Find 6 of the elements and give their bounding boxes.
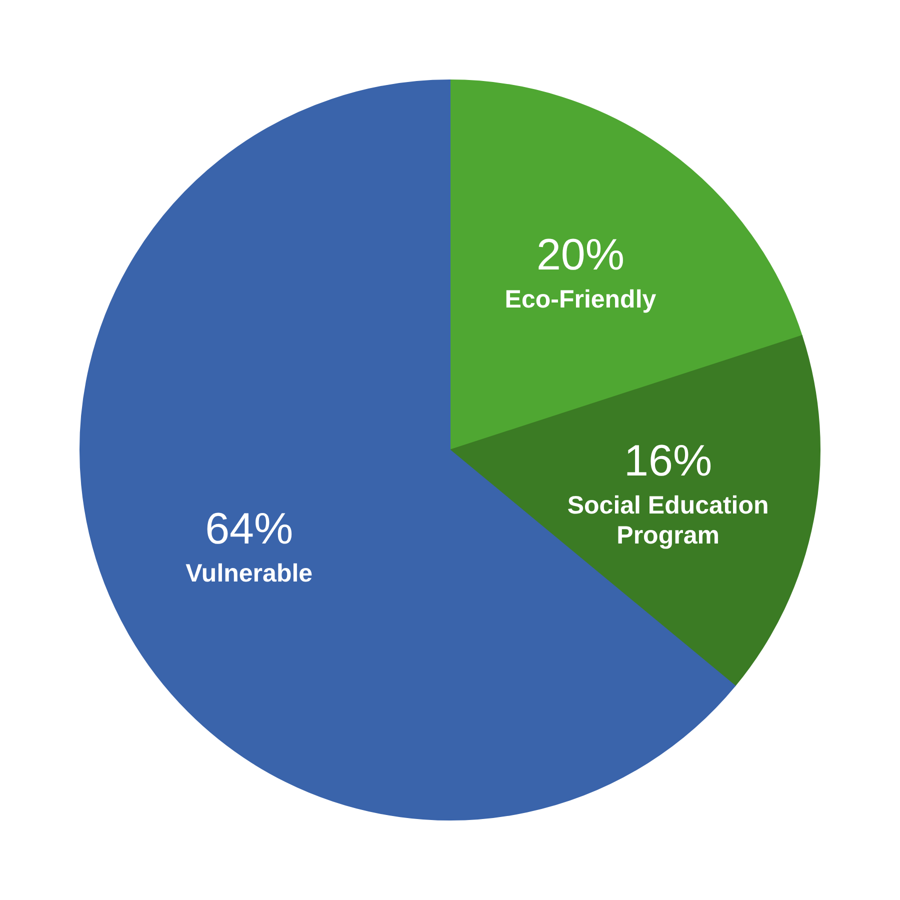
data-label: 16% bbox=[624, 436, 712, 486]
slice-label: Social Education Program bbox=[567, 492, 769, 550]
data-label: 20% bbox=[536, 230, 625, 280]
slice-label: Vulnerable bbox=[186, 560, 313, 588]
data-label: 64% bbox=[205, 504, 294, 554]
slice-label: Eco-Friendly bbox=[504, 285, 656, 314]
